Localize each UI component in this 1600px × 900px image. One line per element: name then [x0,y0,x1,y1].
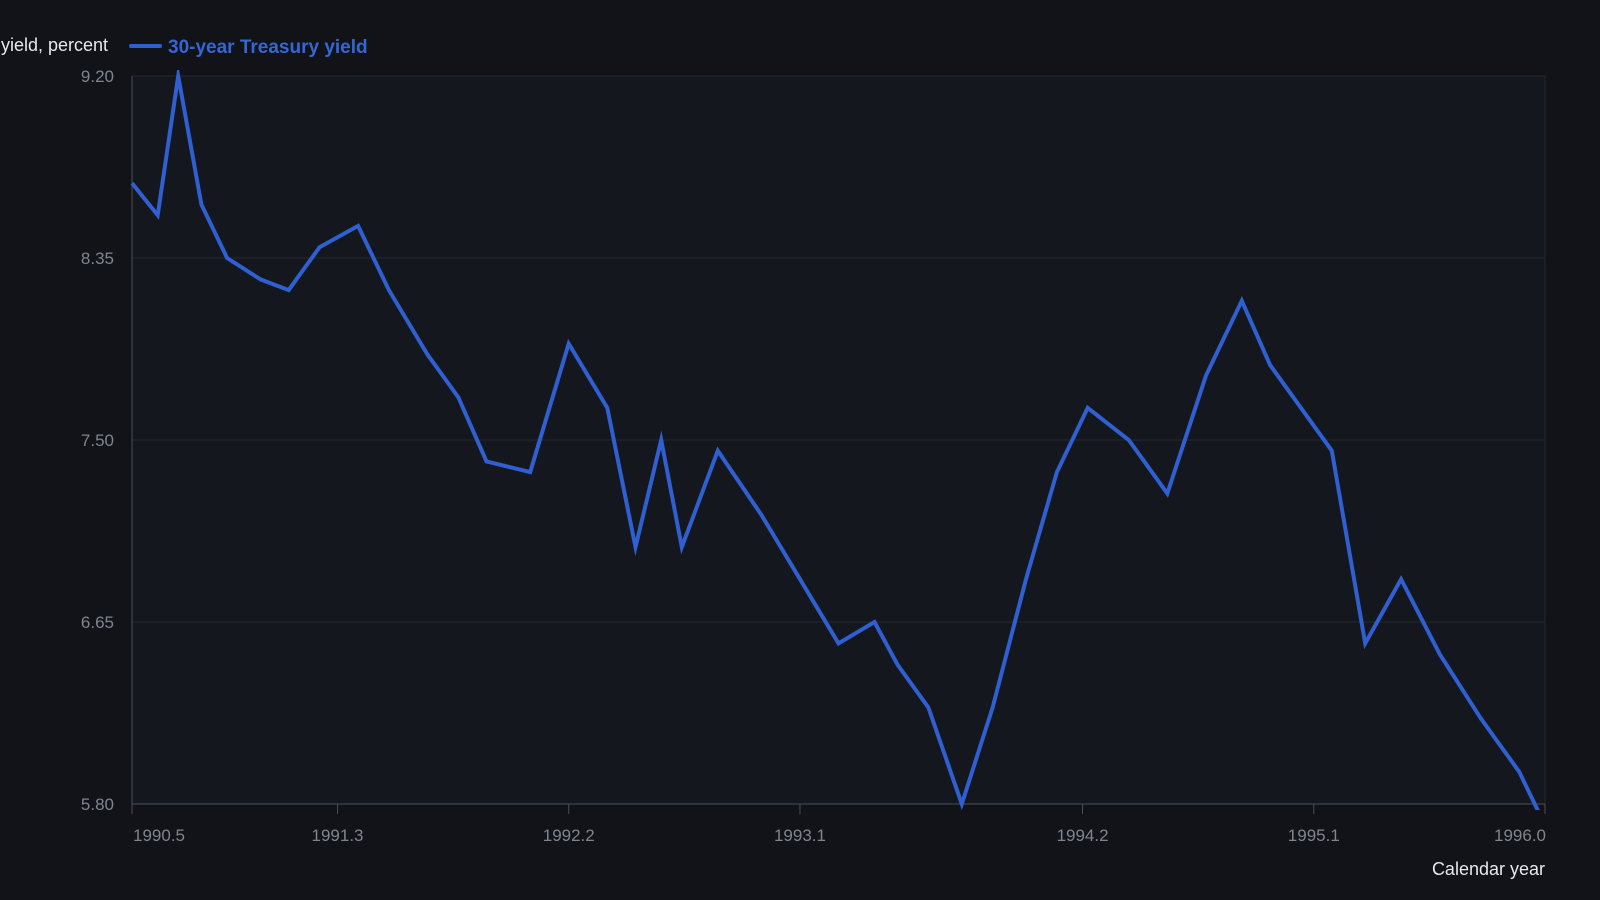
y-tick-label: 9.20 [81,67,114,86]
x-tick-label: 1994.2 [1057,826,1109,845]
x-tick-label: 1991.3 [312,826,364,845]
series-line-0 [130,70,1540,810]
x-tick-label: 1995.1 [1288,826,1340,845]
y-axis-title: yield, percent [1,35,108,55]
y-tick-labels: 9.20 8.35 7.50 6.65 5.80 [81,67,114,814]
axes [131,76,1546,814]
x-tick-label: 1996.0 [1494,826,1546,845]
x-tick-label: 1992.2 [543,826,595,845]
legend-label: 30-year Treasury yield [168,37,368,58]
legend: 30-year Treasury yield [129,37,368,58]
y-tick-label: 5.80 [81,795,114,814]
series-layer [130,70,1540,810]
y-tick-label: 6.65 [81,613,114,632]
y-tick-label: 7.50 [81,431,114,450]
x-tick-labels: 1990.5 1991.3 1992.2 1993.1 1994.2 1995.1 1996… [133,826,1546,845]
grid-lines [132,75,1545,805]
x-tick-label: 1990.5 [133,826,185,845]
x-tick-label: 1993.1 [774,826,826,845]
x-axis-title: Calendar year [1432,859,1545,879]
y-tick-label: 8.35 [81,249,114,268]
